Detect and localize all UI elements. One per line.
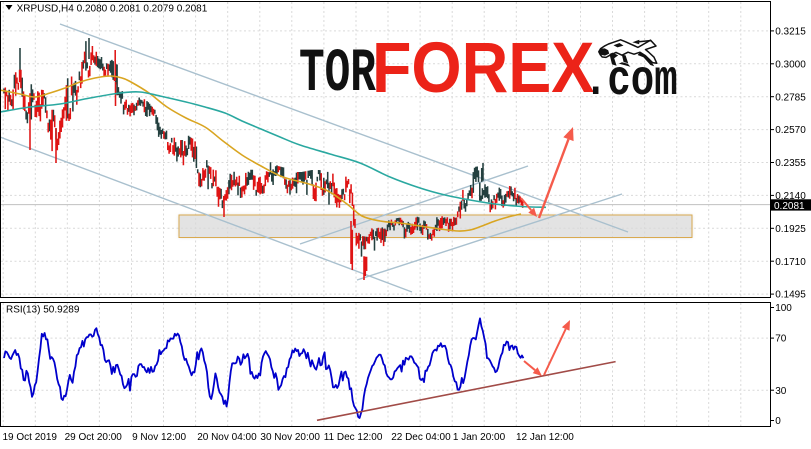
svg-text:0.1710: 0.1710 <box>775 257 806 268</box>
svg-text:30: 30 <box>775 386 787 397</box>
svg-text:11 Dec 12:00: 11 Dec 12:00 <box>324 432 383 443</box>
svg-text:19 Oct 2019: 19 Oct 2019 <box>3 432 58 443</box>
svg-text:0.3000: 0.3000 <box>775 59 806 70</box>
svg-text:0: 0 <box>775 416 781 427</box>
svg-text:0.3215: 0.3215 <box>775 27 806 38</box>
svg-text:100: 100 <box>775 303 792 314</box>
svg-text:0.2355: 0.2355 <box>775 158 806 169</box>
svg-text:0.2570: 0.2570 <box>775 125 806 136</box>
svg-text:22 Dec 04:00: 22 Dec 04:00 <box>391 432 451 443</box>
svg-text:9 Nov 12:00: 9 Nov 12:00 <box>132 432 186 443</box>
svg-text:XRPUSD,H4 0.2080 0.2081 0.207: XRPUSD,H4 0.2080 0.2081 0.2079 0.2081 <box>17 4 208 15</box>
svg-text:12 Jan 12:00: 12 Jan 12:00 <box>516 432 574 443</box>
svg-text:30 Nov 20:00: 30 Nov 20:00 <box>260 432 320 443</box>
svg-text:70: 70 <box>775 334 787 345</box>
svg-text:0.2785: 0.2785 <box>775 92 806 103</box>
svg-text:0.2081: 0.2081 <box>774 201 805 212</box>
svg-text:1 Jan 20:00: 1 Jan 20:00 <box>453 432 506 443</box>
svg-text:0.2140: 0.2140 <box>775 191 806 202</box>
svg-text:RSI(13) 50.9289: RSI(13) 50.9289 <box>6 305 80 316</box>
svg-text:0.1495: 0.1495 <box>775 290 806 301</box>
svg-text:0.1925: 0.1925 <box>775 224 806 235</box>
svg-text:29 Oct 20:00: 29 Oct 20:00 <box>65 432 123 443</box>
svg-text:20 Nov 04:00: 20 Nov 04:00 <box>197 432 257 443</box>
